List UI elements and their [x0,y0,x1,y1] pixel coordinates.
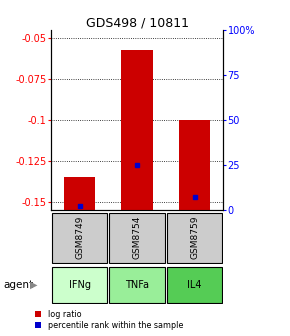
Text: TNFa: TNFa [125,280,149,290]
Legend: log ratio, percentile rank within the sample: log ratio, percentile rank within the sa… [33,308,185,332]
Bar [109,266,165,303]
Text: GSM8759: GSM8759 [190,216,199,259]
Bar [52,266,107,303]
Text: IFNg: IFNg [68,280,90,290]
Text: GSM8749: GSM8749 [75,216,84,259]
Bar [64,177,95,210]
Bar [179,120,210,210]
Text: GSM8754: GSM8754 [133,216,142,259]
Text: agent: agent [3,280,33,290]
Title: GDS498 / 10811: GDS498 / 10811 [86,16,188,29]
Bar [52,213,107,263]
Bar [109,213,165,263]
Bar [121,50,153,210]
Text: ▶: ▶ [30,280,38,290]
Bar [167,266,222,303]
Bar [167,213,222,263]
Text: IL4: IL4 [187,280,202,290]
